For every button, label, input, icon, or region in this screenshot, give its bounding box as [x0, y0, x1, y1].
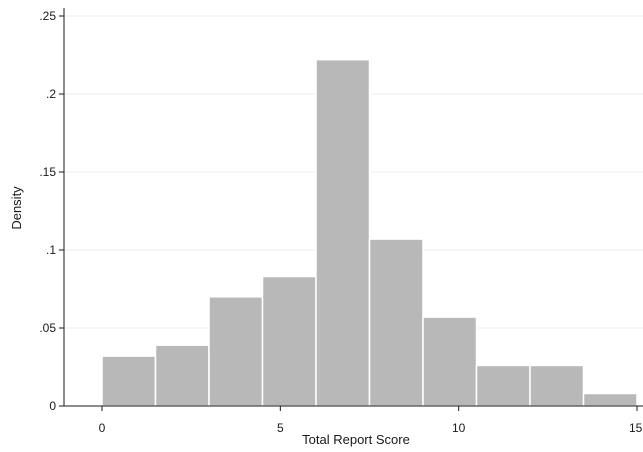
x-tick-label: 15 [629, 421, 643, 435]
y-tick-label: 0 [49, 399, 56, 413]
histogram-bar [154, 344, 210, 407]
histogram-bar [368, 238, 424, 407]
x-tick-label: 5 [277, 421, 284, 435]
x-tick-label: 0 [99, 421, 106, 435]
histogram-bar [475, 364, 531, 407]
axes [59, 8, 643, 411]
histogram-bar [208, 296, 264, 407]
histogram-bar [529, 364, 585, 407]
y-tick-label: .1 [46, 243, 56, 257]
histogram-bar [315, 58, 371, 407]
histogram-bar [422, 316, 478, 407]
y-tick-label: .2 [46, 87, 56, 101]
histogram-bar [101, 355, 157, 407]
x-tick-label: 10 [452, 421, 466, 435]
histogram-bar [261, 275, 317, 407]
tick-labels: 0 .05 .1 .15 .2 .25 0 5 10 15 [39, 9, 642, 435]
histogram-bar [582, 392, 638, 407]
y-tick-label: .25 [39, 9, 56, 23]
x-axis-title: Total Report Score [302, 432, 410, 447]
y-tick-label: .15 [39, 165, 56, 179]
y-tick-label: .05 [39, 321, 56, 335]
histogram-bars [101, 58, 638, 407]
y-axis-title: Density [9, 186, 24, 230]
